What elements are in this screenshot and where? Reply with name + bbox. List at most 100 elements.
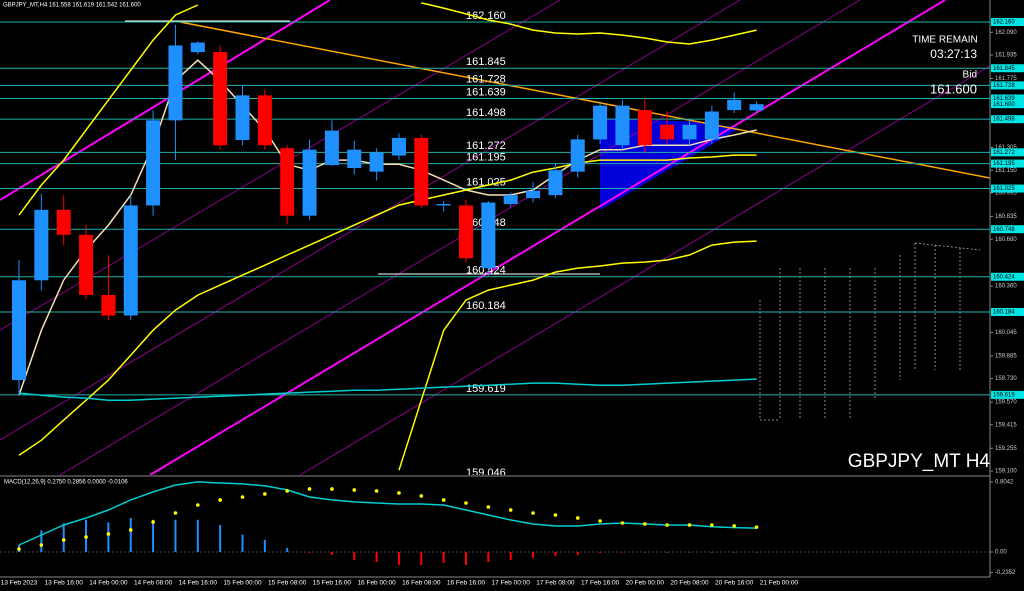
channel-thick: [0, 0, 946, 475]
macd-bar: [353, 551, 356, 560]
level-label: 161.272: [466, 140, 506, 152]
x-tick-label: 20 Feb 08:00: [670, 580, 709, 587]
x-tick-label: 15 Feb 00:00: [223, 580, 262, 587]
signal-dot: [128, 528, 133, 532]
level-axis-box: [991, 159, 1024, 168]
macd-bar: [241, 534, 244, 552]
y-tick-label: 161.775: [995, 76, 1017, 82]
candle-body: [660, 124, 675, 140]
x-tick-label: 14 Feb 08:00: [134, 580, 173, 587]
macd-bar: [174, 519, 177, 552]
candle-body: [347, 149, 362, 169]
macd-bar: [621, 551, 624, 553]
macd-bar: [733, 551, 736, 553]
level-axis-box: [991, 81, 1024, 90]
level-axis-label: 160.748: [993, 227, 1015, 233]
macd-bar: [129, 518, 132, 552]
candle-body: [324, 130, 339, 166]
y-tick-label: 159.885: [995, 353, 1017, 359]
candle-body: [369, 152, 384, 172]
level-label: 161.195: [466, 152, 506, 164]
indicator-line: [18, 59, 757, 396]
macd-bar: [152, 519, 155, 552]
y-tick-label: 159.415: [995, 422, 1017, 428]
bid-label: Bid: [963, 70, 977, 81]
level-axis-label: 159.619: [993, 392, 1015, 398]
candle-body: [615, 105, 630, 146]
candle-body: [235, 95, 250, 140]
signal-dot: [39, 543, 44, 547]
candle-body: [526, 190, 541, 199]
signal-dot: [352, 488, 357, 492]
signal-dot: [285, 489, 290, 493]
y-tick-label: 159.730: [995, 376, 1017, 382]
macd-bar: [576, 551, 579, 555]
y-tick-label: 160.835: [995, 214, 1017, 220]
level-axis-box: [991, 94, 1024, 103]
signal-dot: [620, 521, 625, 525]
level-axis-box: [991, 115, 1024, 124]
y-tick-label: 160.045: [995, 330, 1017, 336]
candle-body: [168, 45, 183, 121]
level-label: 160.184: [466, 300, 506, 312]
signal-dot: [196, 503, 200, 507]
y-tick-label: 162.090: [995, 30, 1017, 36]
x-tick-label: 16 Feb 16:00: [447, 580, 486, 587]
channel-thin: [0, 0, 990, 475]
candle-body: [593, 105, 608, 140]
macd-bar: [509, 551, 512, 560]
signal-dot: [263, 492, 267, 496]
signal-dot: [508, 508, 513, 512]
macd-bar: [755, 551, 758, 553]
candle-body: [704, 111, 719, 140]
x-tick-label: 14 Feb 00:00: [89, 580, 128, 587]
level-axis-label: 160.424: [993, 274, 1015, 280]
signal-dot: [419, 494, 424, 498]
level-label: 160.424: [466, 265, 506, 277]
candle-body: [414, 137, 429, 206]
level-label: 159.046: [466, 467, 506, 479]
macd-bar: [330, 551, 333, 555]
macd-bar: [40, 530, 43, 552]
x-tick-label: 20 Feb 16:00: [715, 580, 754, 587]
x-tick-label: 21 Feb 00:00: [760, 580, 799, 587]
macd-bar: [219, 525, 222, 552]
level-axis-label: 161.728: [993, 83, 1015, 89]
signal-dot: [643, 522, 647, 526]
indicator-line: [398, 240, 757, 471]
y-tick-label: 159.100: [995, 469, 1017, 475]
time-remain-label: TIME REMAIN: [912, 35, 978, 46]
level-label: 161.845: [466, 56, 506, 68]
candle-body: [391, 137, 406, 156]
macd-bar: [196, 519, 199, 552]
candle-body: [637, 110, 652, 146]
signal-dot: [61, 538, 66, 542]
macd-bar: [532, 551, 535, 558]
level-axis-label: 160.184: [993, 310, 1015, 316]
signal-dot: [464, 501, 468, 505]
signal-dot: [598, 519, 602, 523]
macd-bar: [666, 551, 669, 553]
bid-value: 161.600: [930, 81, 977, 96]
signal-dot: [307, 487, 312, 491]
signal-dot: [397, 491, 401, 495]
level-axis-box: [991, 148, 1024, 157]
candle-body: [146, 120, 161, 206]
watermark: GBPJPY_MT H4: [848, 451, 991, 472]
macd-bar: [107, 522, 110, 552]
signal-dot: [218, 498, 222, 502]
macd-bar: [465, 551, 467, 565]
candle-body: [570, 139, 585, 172]
level-label: 162.160: [466, 10, 506, 22]
macd-bar: [599, 551, 602, 553]
bid-axis-box: [991, 100, 1024, 109]
level-label: 161.025: [466, 176, 506, 188]
indicator-line: [18, 481, 757, 546]
x-tick-label: 17 Feb 00:00: [492, 580, 531, 587]
macd-title: MACD(12,26,9) 0.2750 0.2856 0.0000 -0.01…: [4, 480, 128, 486]
macd-bar: [442, 551, 445, 563]
level-axis-label: 161.195: [993, 161, 1015, 167]
macd-tick-label: 0.8042: [995, 480, 1014, 486]
level-label: 161.639: [466, 86, 506, 98]
